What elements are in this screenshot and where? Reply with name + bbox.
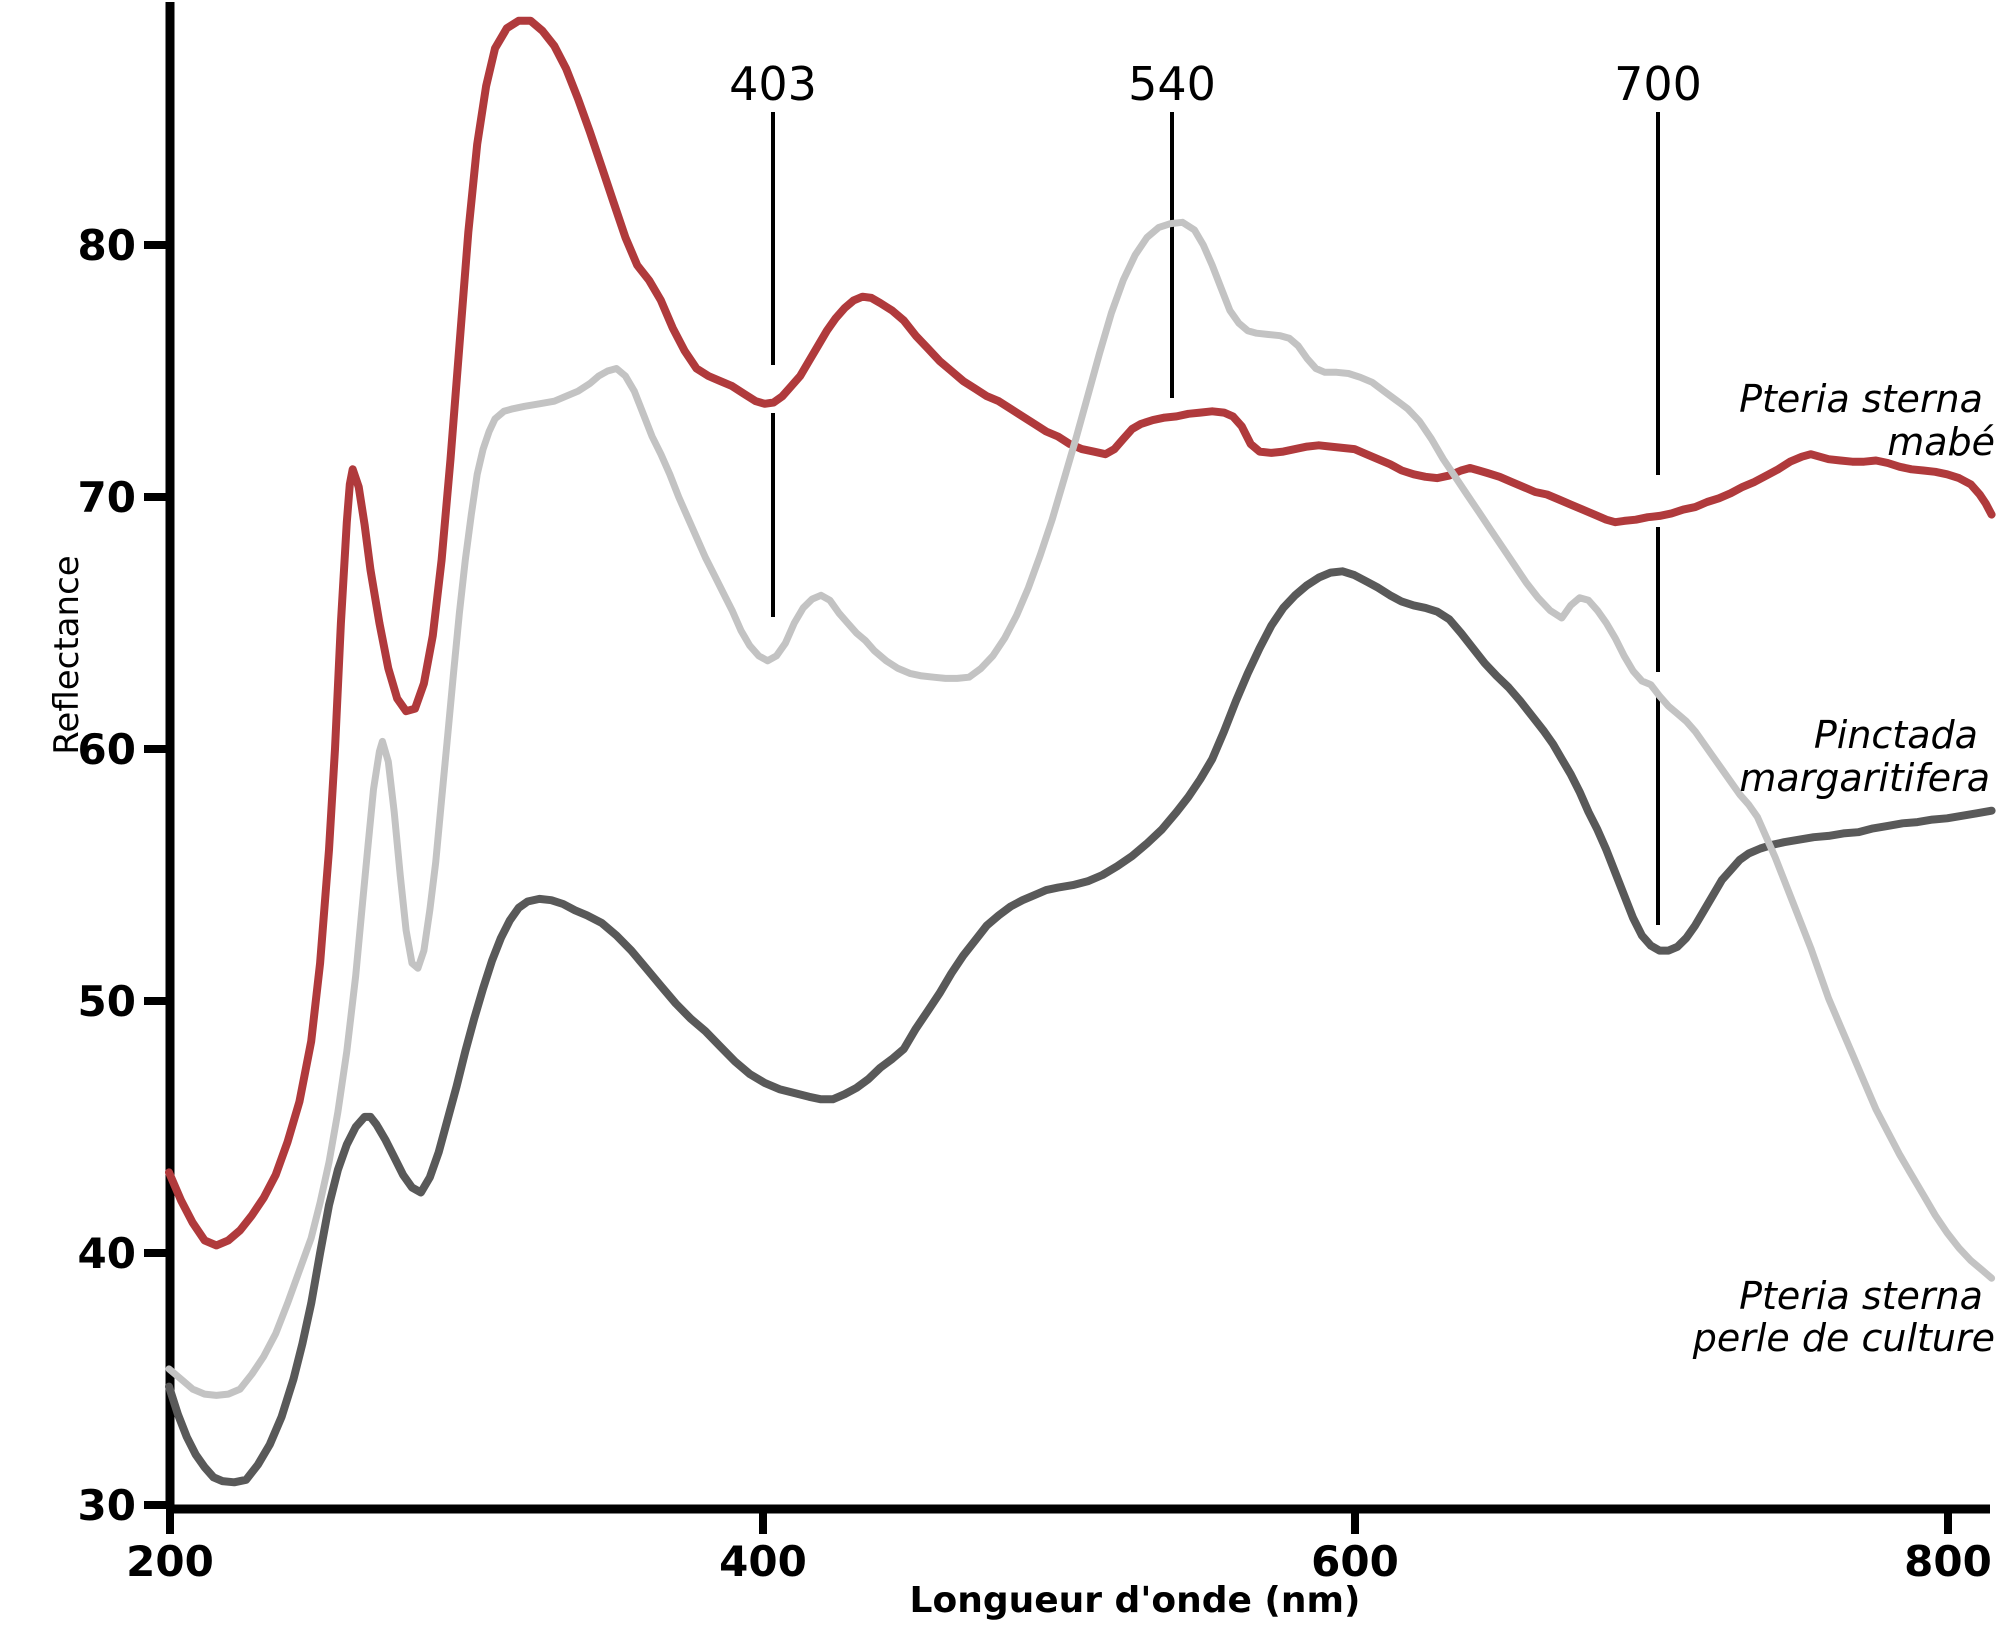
legend-mabe-line1: Pteria sterna [1739,377,1983,421]
x-ticks [166,1511,1952,1534]
y-tick-label-50: 50 [78,977,136,1026]
x-tick-label-800: 800 [1904,1537,1992,1586]
curve-pteria-sterna-perle [165,218,1996,1399]
legend-pteria-sterna-mabe: Pteria sterna mabé [1739,377,1995,464]
legend-mabe-line2: mabé [1887,420,1995,464]
y-tick-label-40: 40 [78,1229,136,1278]
annotation-403-label: 403 [729,57,817,111]
curve-pinctada-margaritifera [165,567,1996,1487]
curve-pteria-sterna-mabe [165,16,1996,1250]
legend-pteria-sterna-perle: Pteria sterna perle de culture [1692,1274,1995,1360]
y-tick-labels: 80 70 60 50 40 30 [78,221,136,1530]
legend-pinctada-margaritifera: Pinctada margaritifera [1739,713,1990,800]
legend-perle-line2: perle de culture [1692,1316,1995,1360]
curves [165,16,1996,1487]
y-tick-label-80: 80 [78,221,136,270]
annotation-lines [771,112,1660,925]
legend-pinctada-line1: Pinctada [1814,713,1978,757]
y-ticks [144,241,168,1509]
y-tick-label-70: 70 [78,473,136,522]
legend-perle-line1: Pteria sterna [1739,1274,1983,1318]
x-tick-label-400: 400 [719,1537,807,1586]
annotation-540-label: 540 [1128,57,1216,111]
legend: Pteria sterna mabé Pinctada margaritifer… [1692,377,1995,1360]
x-tick-label-600: 600 [1311,1537,1399,1586]
legend-pinctada-line2: margaritifera [1739,756,1990,800]
y-tick-label-30: 30 [78,1481,136,1530]
axes [165,2,1990,1514]
y-tick-label-60: 60 [78,725,136,774]
x-axis-title: Longueur d'onde (nm) [910,1580,1361,1621]
y-axis-title: Reflectance [47,555,87,754]
annotation-700-label: 700 [1614,57,1702,111]
annotation-labels: 403 540 700 [729,57,1702,111]
x-tick-label-200: 200 [126,1537,214,1586]
x-tick-labels: 200 400 600 800 [126,1537,1992,1586]
